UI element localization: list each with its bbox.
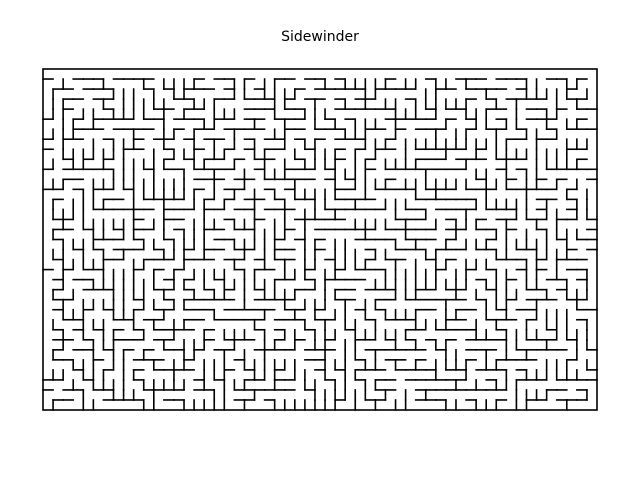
maze-title: Sidewinder — [281, 29, 359, 45]
maze-border — [42, 68, 598, 411]
maze-walls — [42, 78, 598, 411]
